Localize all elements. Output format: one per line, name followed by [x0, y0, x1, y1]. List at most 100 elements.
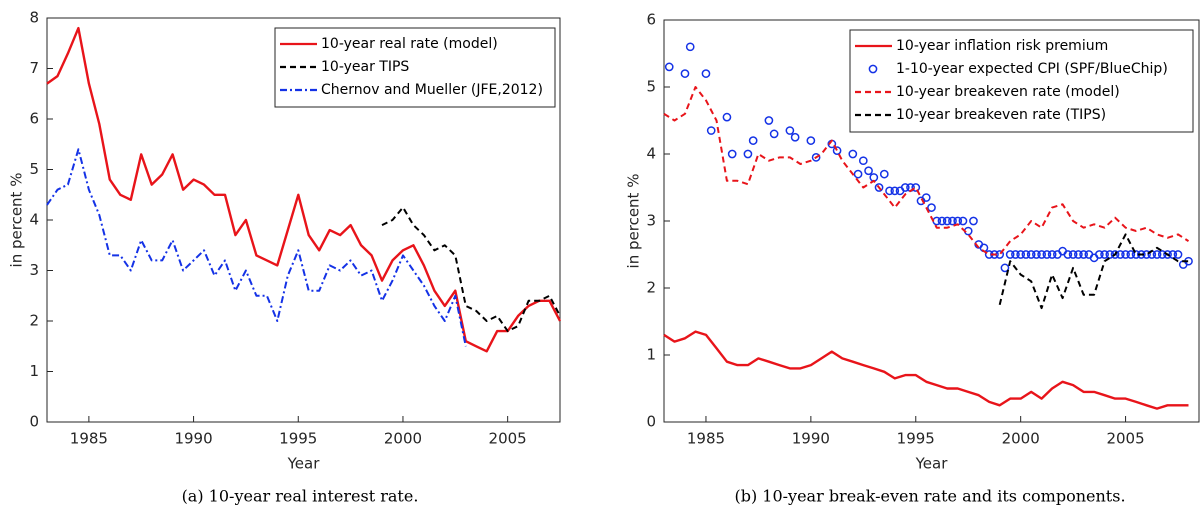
- x-tick-label: 1990: [174, 430, 212, 448]
- legend-label: 10-year inflation risk premium: [896, 38, 1108, 54]
- legend: [849, 29, 1194, 133]
- data-point: [680, 69, 690, 78]
- x-tick-label: 2000: [1002, 430, 1040, 448]
- data-point: [911, 183, 921, 192]
- x-tick-label: 1985: [687, 430, 725, 448]
- data-point: [1016, 250, 1026, 259]
- data-point: [1037, 250, 1046, 259]
- data-point: [874, 183, 884, 192]
- data-point: [1063, 250, 1073, 259]
- y-tick-label: 4: [646, 145, 656, 163]
- x-tick-label: 1995: [897, 430, 935, 448]
- data-point: [848, 149, 858, 159]
- x-tick-label: 1985: [70, 430, 108, 448]
- caption: (a) 10-year real interest rate.: [182, 487, 419, 506]
- y-tick-label: 3: [646, 212, 656, 230]
- y-tick-label: 4: [29, 211, 39, 229]
- series-line: [46, 148, 467, 347]
- y-axis-label: in percent %: [8, 173, 26, 268]
- data-point: [743, 149, 753, 159]
- y-tick-label: 2: [29, 312, 39, 330]
- data-point: [885, 186, 894, 196]
- data-point: [706, 126, 716, 135]
- data-point: [1032, 250, 1041, 259]
- data-point: [1094, 250, 1104, 259]
- data-point: [1000, 263, 1010, 273]
- data-point: [1068, 250, 1078, 259]
- data-point: [1011, 250, 1020, 259]
- y-tick-label: 7: [29, 59, 39, 77]
- y-tick-label: 5: [29, 160, 39, 178]
- data-point: [764, 116, 774, 125]
- data-point: [864, 166, 873, 176]
- data-point: [748, 136, 758, 145]
- legend: [274, 27, 556, 108]
- y-tick-label: 8: [29, 9, 39, 27]
- data-point: [1115, 250, 1125, 259]
- data-point: [937, 216, 947, 226]
- data-point: [900, 183, 910, 192]
- data-point: [832, 146, 842, 155]
- data-point: [785, 126, 795, 135]
- x-tick-label: 1990: [792, 430, 830, 448]
- legend-label: Chernov and Mueller (JFE,2012): [321, 82, 543, 98]
- data-point: [1074, 250, 1083, 259]
- legend-label: 10-year breakeven rate (TIPS): [896, 107, 1106, 123]
- data-point: [969, 216, 978, 226]
- series-line: [663, 330, 1189, 410]
- data-point: [1173, 250, 1183, 259]
- data-point: [890, 186, 900, 196]
- y-tick-label: 6: [646, 11, 656, 29]
- data-point: [1021, 250, 1031, 259]
- data-point: [853, 169, 863, 179]
- x-axis-label: Year: [287, 455, 321, 473]
- legend-label: 1-10-year expected CPI (SPF/BlueChip): [896, 61, 1168, 77]
- data-point: [727, 149, 737, 159]
- x-axis-label: Year: [915, 455, 949, 473]
- caption: (b) 10-year break-even rate and its comp…: [734, 487, 1125, 506]
- y-tick-label: 1: [646, 346, 656, 364]
- series-line: [381, 206, 561, 333]
- data-point: [1126, 250, 1136, 259]
- data-point: [1042, 250, 1052, 259]
- data-point: [1110, 250, 1120, 259]
- data-point: [806, 136, 816, 145]
- data-point: [921, 193, 931, 202]
- data-point: [722, 112, 732, 122]
- data-point: [942, 216, 952, 226]
- legend-marker: [868, 64, 878, 74]
- x-tick-label: 2005: [1106, 430, 1144, 448]
- data-point: [811, 153, 821, 162]
- data-point: [1026, 250, 1036, 259]
- data-point: [1079, 250, 1088, 259]
- y-tick-label: 5: [646, 78, 656, 96]
- y-tick-label: 0: [646, 413, 656, 431]
- data-point: [1152, 250, 1162, 259]
- y-tick-label: 0: [29, 413, 39, 431]
- data-point: [685, 42, 695, 52]
- data-point: [927, 203, 936, 212]
- data-point: [664, 62, 674, 72]
- data-point: [769, 129, 779, 139]
- data-point: [858, 156, 868, 166]
- y-tick-label: 3: [29, 261, 39, 279]
- legend-label: 10-year real rate (model): [321, 36, 498, 52]
- y-axis-label: in percent %: [625, 174, 643, 269]
- legend-label: 10-year breakeven rate (model): [896, 84, 1120, 100]
- legend-label: 10-year TIPS: [321, 59, 409, 75]
- series-line: [998, 233, 1189, 310]
- data-point: [701, 69, 711, 78]
- data-point: [1005, 250, 1015, 259]
- x-tick-label: 2000: [384, 430, 422, 448]
- data-point: [1100, 250, 1109, 259]
- y-tick-label: 1: [29, 362, 39, 380]
- data-point: [790, 132, 800, 142]
- data-point: [958, 216, 968, 226]
- data-point: [1163, 250, 1172, 259]
- data-point: [1136, 250, 1146, 259]
- data-point: [1047, 250, 1057, 259]
- y-tick-label: 2: [646, 279, 656, 297]
- series-line: [46, 26, 562, 353]
- series-line: [663, 86, 1190, 256]
